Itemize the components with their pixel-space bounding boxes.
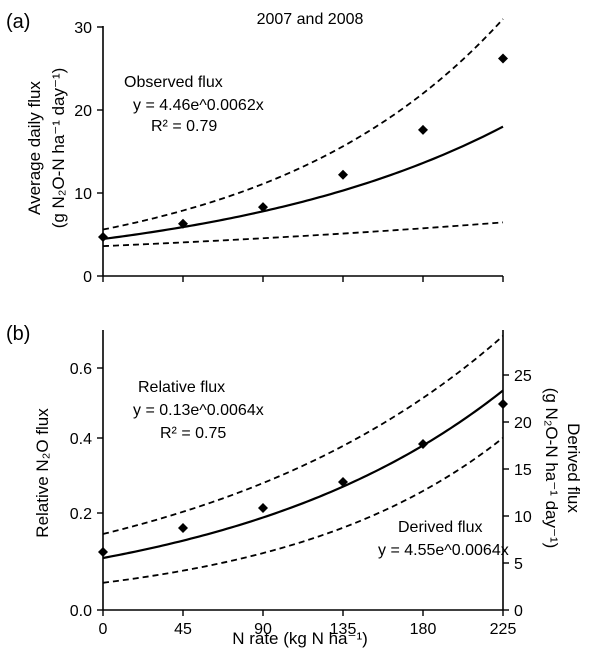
panel-a-ylabel-line1: Average daily flux — [25, 81, 44, 215]
panel-b-ytick-label-06: 0.6 — [70, 361, 92, 378]
panel-a-ylabel-line2: (g N₂O-N ha⁻¹ day⁻¹) — [49, 68, 68, 229]
panel-b-annotation-r2: R² = 0.75 — [160, 425, 226, 442]
panel-a-ytick-label-10: 10 — [74, 186, 92, 203]
panel-b-ytick-label-02: 0.2 — [70, 506, 92, 523]
panel-a-lower-ci-line — [102, 221, 504, 248]
panel-b-derived-name: Derived flux — [398, 519, 482, 536]
panel-a-annotation-r2: R² = 0.79 — [151, 118, 217, 135]
panel-b-data-point — [258, 503, 268, 513]
panel-b-y2tick-label-5: 5 — [514, 556, 523, 573]
panel-b-data-point — [98, 547, 108, 557]
panel-a-ytick-label-30: 30 — [74, 20, 92, 37]
panel-a-data-point — [338, 169, 348, 180]
panel-b-xtick-label-135: 135 — [330, 621, 357, 638]
panel-a-annotation-name: Observed flux — [124, 74, 223, 91]
panel-a-fit-line — [102, 125, 504, 241]
panel-b-lower-ci-line — [102, 437, 504, 584]
panel-a-points — [98, 53, 508, 242]
panel-b-points — [98, 399, 508, 557]
panel-b-fit-line — [102, 389, 504, 560]
panel-b-x-ticks — [102, 610, 504, 616]
panel-b-y2label-line1: Derived flux — [564, 423, 583, 513]
panel-b-annotation-equation: y = 0.13e^0.0064x — [133, 402, 264, 419]
panel-a-data-point — [258, 202, 268, 213]
panel-b-ytick-label-0: 0.0 — [70, 603, 92, 620]
panel-a-annotation-equation: y = 4.46e^0.0062x — [133, 97, 264, 114]
panel-b: (b) Relative N₂O flux Derived flux (g N₂… — [6, 323, 583, 648]
panel-b-xtick-label-180: 180 — [410, 621, 437, 638]
panel-a-title: 2007 and 2008 — [257, 11, 364, 28]
panel-b-y2tick-label-25: 25 — [514, 368, 532, 385]
panel-b-ytick-label-04: 0.4 — [70, 431, 92, 448]
panel-b-xtick-label-90: 90 — [254, 621, 272, 638]
panel-b-xtick-label-225: 225 — [490, 621, 517, 638]
panel-a-label: (a) — [6, 11, 30, 33]
panel-a-data-point — [98, 231, 108, 242]
panel-a-data-point — [178, 218, 188, 229]
panel-b-label: (b) — [6, 323, 30, 345]
panel-b-y2tick-label-10: 10 — [514, 509, 532, 526]
panel-b-derived-equation: y = 4.55e^0.0064x — [378, 542, 509, 559]
panel-b-xtick-label-45: 45 — [174, 621, 192, 638]
panel-b-upper-ci-line — [102, 335, 504, 535]
panel-b-y2tick-label-0: 0 — [514, 603, 523, 620]
panel-a-x-ticks — [102, 276, 504, 282]
panel-b-xlabel: N rate (kg N ha⁻¹) — [232, 629, 368, 648]
panel-b-data-point — [418, 439, 428, 449]
panel-a-ytick-label-20: 20 — [74, 103, 92, 120]
panel-b-data-point — [338, 477, 348, 487]
panel-b-data-point — [498, 399, 508, 409]
panel-a-data-point — [418, 124, 428, 135]
panel-b-y2tick-label-15: 15 — [514, 462, 532, 479]
panel-a-upper-ci-line — [102, 18, 504, 231]
panel-a-data-point — [498, 53, 508, 64]
panel-b-data-point — [178, 523, 188, 533]
panel-b-ylabel: Relative N₂O flux — [33, 408, 52, 538]
panel-b-annotation-name: Relative flux — [138, 379, 225, 396]
panel-a-ytick-label-0: 0 — [83, 269, 92, 286]
panel-b-y2label-line2: (g N₂O-N ha⁻¹ day⁻¹) — [542, 388, 561, 549]
panel-b-xtick-label-0: 0 — [99, 621, 108, 638]
panel-b-y2tick-label-20: 20 — [514, 415, 532, 432]
panel-a: (a) 2007 and 2008 Average daily flux (g … — [6, 11, 508, 286]
